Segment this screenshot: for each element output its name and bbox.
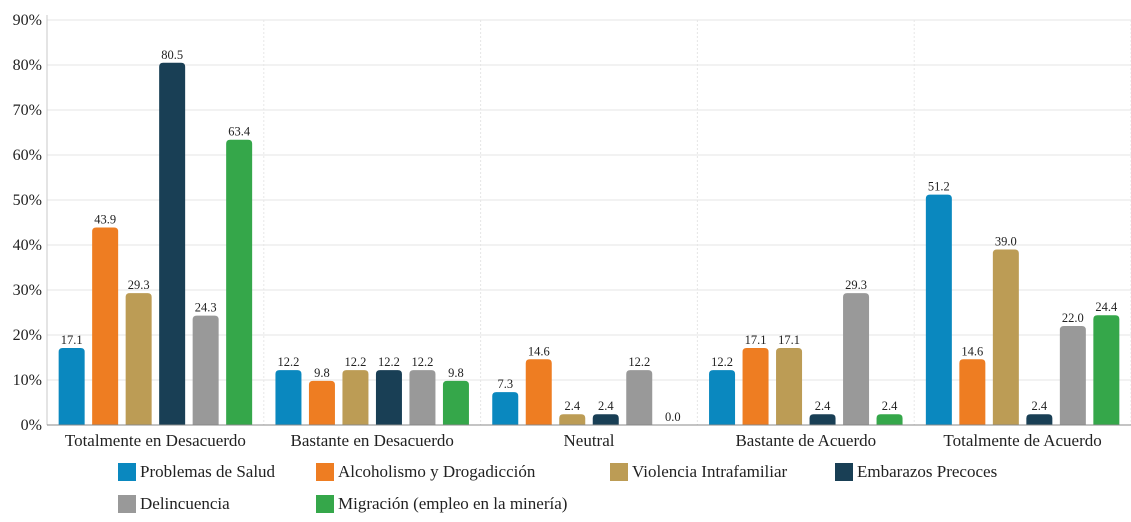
bar	[192, 315, 219, 425]
data-label: 24.4	[1095, 300, 1118, 314]
legend-item[interactable]: Alcoholismo y Drogadicción	[316, 462, 535, 482]
data-label: 14.6	[961, 344, 983, 358]
data-label: 2.4	[815, 399, 831, 413]
bar	[709, 370, 736, 425]
bar	[375, 370, 402, 425]
data-label: 17.1	[61, 333, 83, 347]
bar	[92, 227, 119, 425]
legend-item[interactable]: Embarazos Precoces	[835, 462, 997, 482]
legend-item[interactable]: Delincuencia	[118, 494, 230, 514]
data-label: 63.4	[228, 125, 251, 139]
bar	[1059, 326, 1086, 425]
bar	[626, 370, 653, 425]
bar	[592, 414, 619, 425]
legend-item[interactable]: Problemas de Salud	[118, 462, 275, 482]
bar	[308, 380, 335, 425]
bar	[992, 249, 1019, 425]
y-tick-label: 10%	[13, 372, 42, 389]
bar	[776, 348, 803, 425]
bar	[809, 414, 836, 425]
legend-item[interactable]: Migración (empleo en la minería)	[316, 494, 567, 514]
bar	[1093, 315, 1120, 425]
bar	[1026, 414, 1053, 425]
data-label: 29.3	[845, 278, 867, 292]
bar	[742, 348, 769, 425]
data-label: 12.2	[278, 355, 300, 369]
bar-chart: 0% 10% 20% 30% 40% 50% 60% 70% 80% 90% 17.1 43.9 29…	[13, 12, 1131, 450]
legend-swatch	[118, 463, 136, 481]
legend-item[interactable]: Violencia Intrafamiliar	[610, 462, 787, 482]
x-tick-label: Neutral	[564, 431, 615, 450]
bar	[442, 380, 469, 425]
bar	[409, 370, 436, 425]
data-label: 2.4	[564, 399, 580, 413]
y-tick-label: 50%	[13, 192, 42, 209]
data-label: 12.2	[412, 355, 434, 369]
bar	[959, 359, 986, 425]
data-label: 43.9	[94, 212, 116, 226]
x-tick-label: Totalmente de Acuerdo	[943, 431, 1101, 450]
legend-swatch	[610, 463, 628, 481]
legend-swatch	[118, 495, 136, 513]
bar	[843, 293, 870, 425]
y-tick-label: 0%	[21, 417, 42, 434]
y-tick-label: 60%	[13, 147, 42, 164]
legend-label: Problemas de Salud	[140, 462, 276, 481]
data-label: 12.2	[345, 355, 367, 369]
bars: 17.1 43.9 29.3 80.5 24.3 63.4 12.2 9.8 12.2 12.2 1…	[58, 48, 1120, 425]
bar	[492, 392, 519, 425]
legend-swatch	[316, 495, 334, 513]
x-tick-label: Bastante en Desacuerdo	[291, 431, 454, 450]
legend-label: Embarazos Precoces	[857, 462, 998, 481]
legend-label: Alcoholismo y Drogadicción	[338, 462, 536, 481]
data-label: 12.2	[711, 355, 733, 369]
data-label: 17.1	[745, 333, 767, 347]
data-label: 29.3	[128, 278, 150, 292]
bar	[226, 139, 253, 425]
y-axis: 0% 10% 20% 30% 40% 50% 60% 70% 80% 90%	[13, 12, 48, 434]
y-tick-label: 70%	[13, 102, 42, 119]
data-label: 9.8	[314, 366, 330, 380]
y-tick-label: 30%	[13, 282, 42, 299]
x-axis: Totalmente en Desacuerdo Bastante en Desa…	[47, 424, 1131, 450]
bar	[876, 414, 903, 425]
bar	[159, 62, 186, 425]
y-tick-label: 90%	[13, 12, 42, 29]
bar	[525, 359, 552, 425]
x-tick-label: Totalmente en Desacuerdo	[65, 431, 246, 450]
legend-label: Violencia Intrafamiliar	[632, 462, 788, 481]
data-label: 2.4	[882, 399, 898, 413]
legend-swatch	[835, 463, 853, 481]
bar	[342, 370, 369, 425]
data-label: 2.4	[1032, 399, 1048, 413]
data-label: 51.2	[928, 180, 950, 194]
legend-label: Migración (empleo en la minería)	[338, 494, 568, 513]
legend-swatch	[316, 463, 334, 481]
data-label: 24.3	[195, 301, 217, 315]
data-label: 17.1	[778, 333, 800, 347]
legend-label: Delincuencia	[140, 494, 230, 513]
data-label: 2.4	[598, 399, 614, 413]
bar	[58, 348, 85, 425]
data-label: 7.3	[497, 377, 513, 391]
data-label: 14.6	[528, 344, 550, 358]
data-label: 0.0	[665, 410, 681, 424]
bar	[925, 194, 952, 425]
bar	[559, 414, 586, 425]
y-tick-label: 80%	[13, 57, 42, 74]
data-label: 80.5	[161, 48, 183, 62]
y-tick-label: 20%	[13, 327, 42, 344]
data-label: 12.2	[378, 355, 400, 369]
bar	[125, 293, 152, 425]
bar	[275, 370, 302, 425]
data-label: 9.8	[448, 366, 464, 380]
data-label: 39.0	[995, 235, 1017, 249]
x-tick-label: Bastante de Acuerdo	[735, 431, 876, 450]
data-label: 22.0	[1062, 311, 1084, 325]
y-tick-label: 40%	[13, 237, 42, 254]
data-label: 12.2	[628, 355, 650, 369]
